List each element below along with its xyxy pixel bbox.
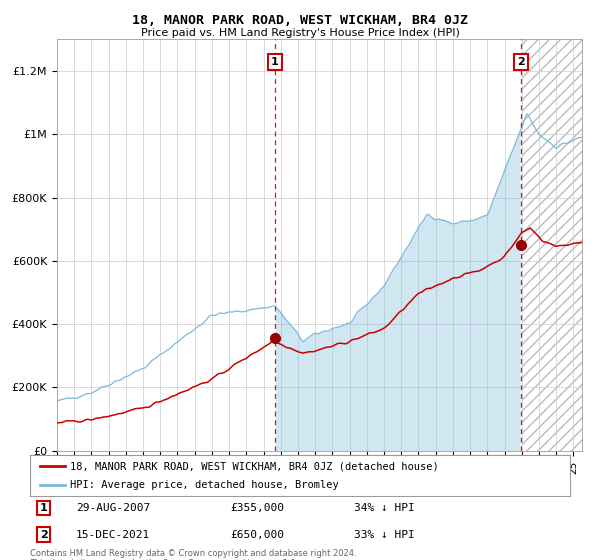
Text: 1: 1 bbox=[271, 57, 279, 67]
Text: HPI: Average price, detached house, Bromley: HPI: Average price, detached house, Brom… bbox=[71, 480, 339, 489]
Text: Contains HM Land Registry data © Crown copyright and database right 2024.
This d: Contains HM Land Registry data © Crown c… bbox=[30, 549, 356, 560]
Text: 18, MANOR PARK ROAD, WEST WICKHAM, BR4 0JZ (detached house): 18, MANOR PARK ROAD, WEST WICKHAM, BR4 0… bbox=[71, 461, 439, 471]
Text: 15-DEC-2021: 15-DEC-2021 bbox=[76, 530, 150, 540]
Text: 2: 2 bbox=[517, 57, 525, 67]
Text: 29-AUG-2007: 29-AUG-2007 bbox=[76, 503, 150, 513]
Text: 33% ↓ HPI: 33% ↓ HPI bbox=[354, 530, 415, 540]
Text: £355,000: £355,000 bbox=[230, 503, 284, 513]
Text: 2: 2 bbox=[40, 530, 47, 540]
Text: £650,000: £650,000 bbox=[230, 530, 284, 540]
Text: 1: 1 bbox=[40, 503, 47, 513]
Text: Price paid vs. HM Land Registry's House Price Index (HPI): Price paid vs. HM Land Registry's House … bbox=[140, 28, 460, 38]
Text: 34% ↓ HPI: 34% ↓ HPI bbox=[354, 503, 415, 513]
Text: 18, MANOR PARK ROAD, WEST WICKHAM, BR4 0JZ: 18, MANOR PARK ROAD, WEST WICKHAM, BR4 0… bbox=[132, 14, 468, 27]
